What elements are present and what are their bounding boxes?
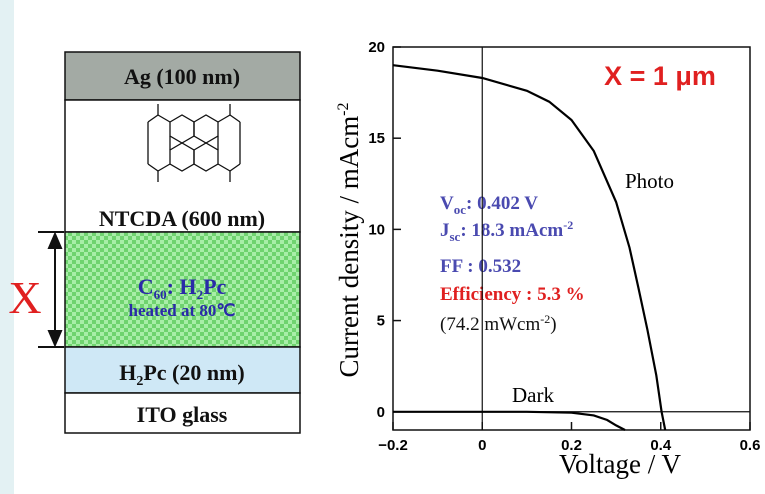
text: C [138,274,154,299]
series-line [393,65,665,430]
text: ) [550,314,556,335]
intensity: (74.2 mWcm-2) [440,312,557,335]
series-label: Dark [512,383,554,407]
chart-title: X = 1 μm [604,61,716,91]
x-tick-label: 0.6 [740,437,761,454]
ff: FF : 0.532 [440,256,521,277]
text: -2 [335,102,352,115]
x-tick-label: −0.2 [378,437,408,454]
y-tick-label: 0 [377,404,385,421]
text: H [119,360,136,385]
background-strip [0,0,14,494]
x-tick-label: 0.4 [650,437,672,454]
layer-label: C60: H2Pc [138,274,227,302]
y-tick-label: 10 [368,221,385,238]
series-line [393,412,625,430]
y-axis-label: Current density / mAcm-2 [334,102,364,377]
text: sc [450,229,461,244]
text: Pc [203,274,226,299]
text: J [440,220,450,241]
text: Pc (20 nm) [143,360,244,385]
text: V [440,193,454,214]
text: : H [167,274,197,299]
thickness-arrow [38,232,64,347]
text: 2 [136,374,143,389]
y-tick-label: 20 [368,39,385,56]
text: : 0.402 V [466,193,538,214]
voc: Voc: 0.402 V [440,193,538,217]
y-tick-label: 15 [368,130,385,147]
slide: Ag (100 nm) NTCDA (600 nm) C60: H2Pc hea… [0,0,765,494]
series-label: Photo [625,169,674,193]
text: -2 [540,312,550,326]
jsc: Jsc: 18.3 mAcm-2 [440,218,573,244]
x-tick-label: 0 [478,437,486,454]
thickness-label: X [8,272,41,323]
layer-label: Ag (100 nm) [124,64,240,89]
text: 60 [154,287,167,302]
y-tick-label: 5 [377,313,385,330]
text: -2 [563,218,573,232]
efficiency: Efficiency : 5.3 % [440,284,585,305]
layer-note: heated at 80℃ [129,301,236,320]
layer-label: NTCDA (600 nm) [99,206,265,231]
text: : 18.3 mAcm [460,220,563,241]
page: {"diagram": { "layers": [ {"label": ["Ag… [0,0,765,494]
layer-label: ITO glass [137,402,228,427]
text: oc [454,202,467,217]
text: Current density / mAcm [334,116,364,378]
text: (74.2 mWcm [440,314,540,335]
x-tick-label: 0.2 [561,437,582,454]
